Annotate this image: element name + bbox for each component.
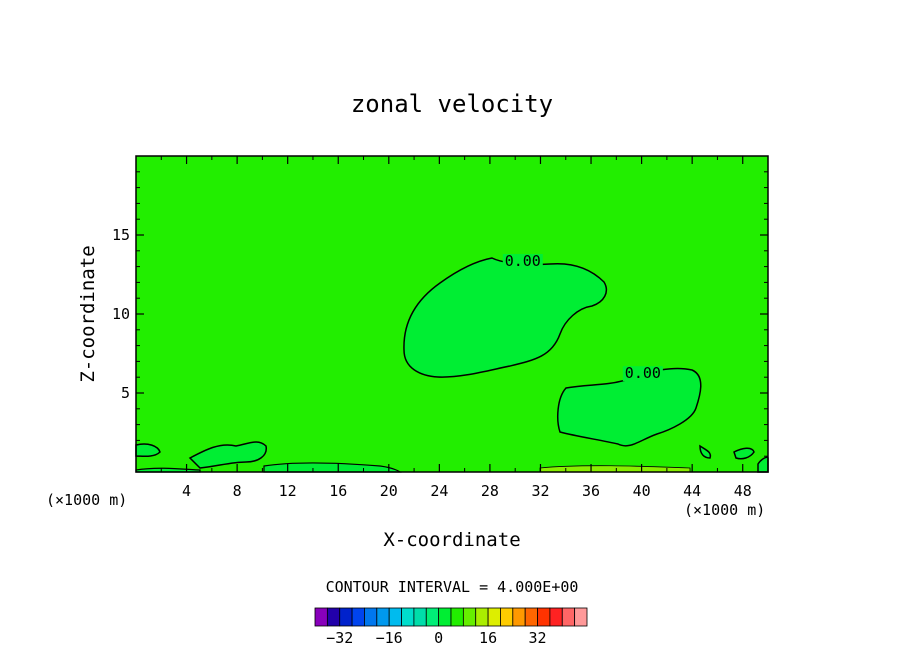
x-tick-label: 28 <box>481 482 499 500</box>
colorbar-swatch <box>451 608 463 626</box>
colorbar-label: 32 <box>529 629 547 647</box>
y-tick-label: 10 <box>112 305 130 323</box>
chart-title: zonal velocity <box>351 90 553 118</box>
x-tick-label: 24 <box>430 482 448 500</box>
colorbar-swatch <box>389 608 401 626</box>
colorbar-swatch <box>402 608 414 626</box>
plot-area: 0.00 0.00 <box>136 156 768 472</box>
x-tick-label: 12 <box>279 482 297 500</box>
colorbar-swatch <box>538 608 550 626</box>
x-tick-labels: 4 8 12 16 20 24 28 32 36 40 44 48 <box>182 482 752 500</box>
colorbar-swatch <box>327 608 339 626</box>
contour-label: 0.00 <box>625 364 661 382</box>
contour-interval: CONTOUR INTERVAL = 4.000E+00 <box>326 578 579 596</box>
y-tick-labels: 5 10 15 <box>112 226 130 402</box>
x-tick-label: 4 <box>182 482 191 500</box>
x-tick-label: 20 <box>380 482 398 500</box>
colorbar-label: −32 <box>326 629 353 647</box>
colorbar-swatch <box>513 608 525 626</box>
colorbar-swatch <box>550 608 562 626</box>
x-tick-label: 48 <box>734 482 752 500</box>
contour-label: 0.00 <box>505 252 541 270</box>
colorbar-swatch <box>575 608 587 626</box>
colorbar <box>315 608 587 626</box>
x-tick-label: 44 <box>683 482 701 500</box>
colorbar-swatch <box>364 608 376 626</box>
x-axis-unit: (×1000 m) <box>684 501 765 519</box>
x-tick-label: 36 <box>582 482 600 500</box>
y-tick-label: 15 <box>112 226 130 244</box>
colorbar-swatch <box>426 608 438 626</box>
x-tick-label: 8 <box>233 482 242 500</box>
colorbar-swatch <box>377 608 389 626</box>
x-tick-label: 40 <box>633 482 651 500</box>
colorbar-swatch <box>463 608 475 626</box>
colorbar-label: 16 <box>479 629 497 647</box>
colorbar-swatch <box>414 608 426 626</box>
colorbar-labels: −32 −16 0 16 32 <box>326 629 546 647</box>
y-tick-label: 5 <box>121 384 130 402</box>
x-tick-label: 16 <box>329 482 347 500</box>
x-tick-label: 32 <box>531 482 549 500</box>
colorbar-swatch <box>439 608 451 626</box>
y-axis-label: Z-coordinate <box>77 245 99 382</box>
colorbar-label: −16 <box>376 629 403 647</box>
colorbar-swatch <box>315 608 327 626</box>
colorbar-label: 0 <box>434 629 443 647</box>
colorbar-swatch <box>340 608 352 626</box>
colorbar-swatch <box>476 608 488 626</box>
colorbar-swatch <box>488 608 500 626</box>
y-axis-unit: (×1000 m) <box>46 491 127 509</box>
colorbar-swatch <box>500 608 512 626</box>
colorbar-swatch <box>562 608 574 626</box>
colorbar-swatch <box>525 608 537 626</box>
colorbar-swatch <box>352 608 364 626</box>
x-axis-label: X-coordinate <box>383 529 520 551</box>
